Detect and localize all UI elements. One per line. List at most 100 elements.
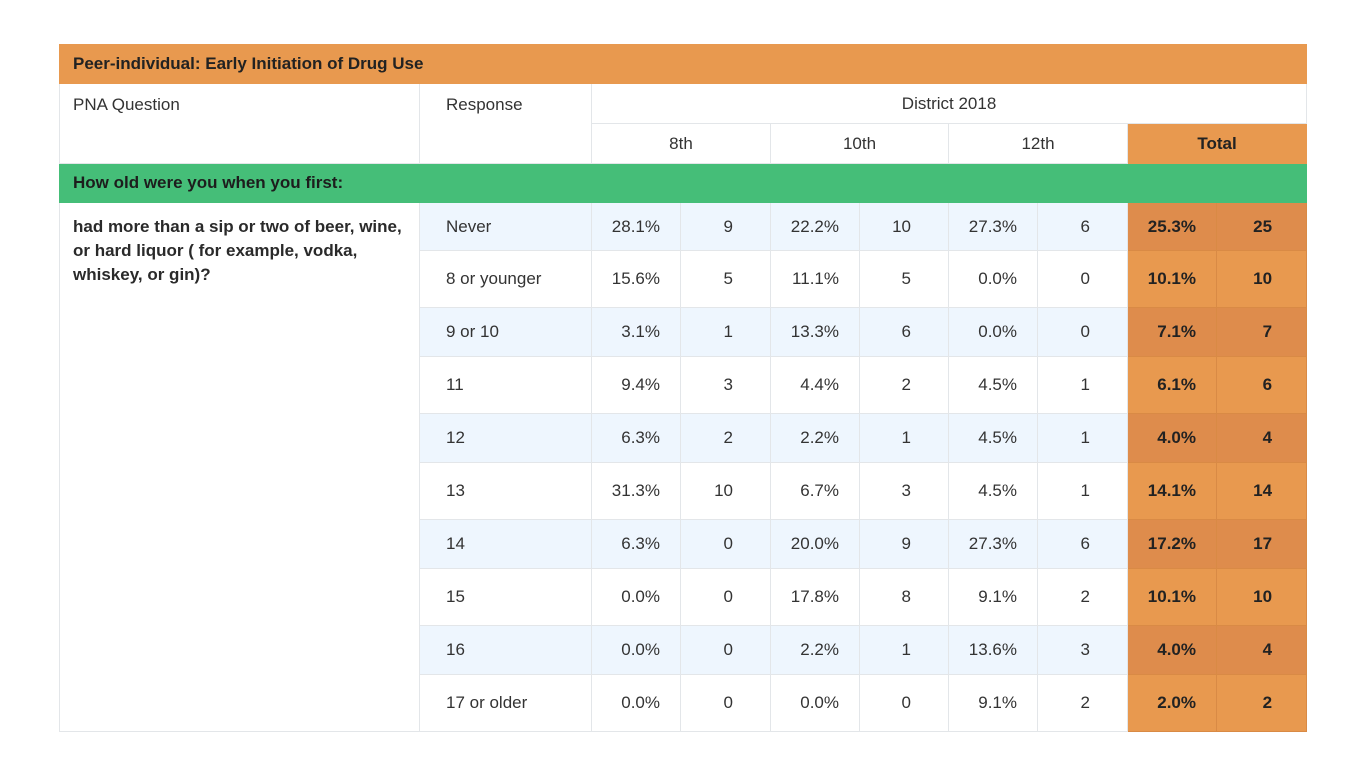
grade-10-percent: 2.2% [770, 625, 860, 675]
response-cell: 12 [419, 413, 592, 463]
pna-question-header: PNA Question [59, 83, 420, 164]
response-cell: 11 [419, 356, 592, 414]
total-count: 6 [1215, 356, 1308, 414]
grade-10-count: 8 [859, 568, 949, 626]
grade-8-percent: 3.1% [591, 307, 681, 357]
total-percent: 4.0% [1127, 413, 1217, 463]
grade-8-count: 0 [680, 519, 771, 569]
total-count: 10 [1215, 250, 1308, 308]
grade-8-percent: 31.3% [591, 462, 681, 520]
grade-8-percent: 6.3% [591, 519, 681, 569]
total-header: Total [1126, 123, 1308, 164]
grade-10-percent: 20.0% [770, 519, 860, 569]
grade-12-count: 2 [1037, 568, 1128, 626]
grade-10-percent: 13.3% [770, 307, 860, 357]
total-count: 4 [1215, 625, 1308, 675]
total-count: 25 [1215, 202, 1308, 251]
grade-8-count: 0 [680, 674, 771, 732]
grade-8-count: 3 [680, 356, 771, 414]
grade-8-count: 10 [680, 462, 771, 520]
question-text: had more than a sip or two of beer, wine… [59, 202, 420, 732]
response-cell: 14 [419, 519, 592, 569]
table-row: 14 6.3% 0 20.0% 9 27.3% 6 17.2% 17 [60, 519, 1308, 569]
grade-8-count: 0 [680, 568, 771, 626]
total-count: 10 [1215, 568, 1308, 626]
grade-8-percent: 0.0% [591, 674, 681, 732]
grade-12-count: 1 [1037, 356, 1128, 414]
total-percent: 10.1% [1127, 250, 1217, 308]
total-percent: 25.3% [1127, 202, 1217, 251]
grade-12-percent: 4.5% [948, 356, 1038, 414]
total-percent: 14.1% [1127, 462, 1217, 520]
grade-12-count: 6 [1037, 519, 1128, 569]
grade-12-percent: 4.5% [948, 462, 1038, 520]
grade-8-header: 8th [591, 123, 771, 164]
grade-12-percent: 0.0% [948, 250, 1038, 308]
grade-10-count: 9 [859, 519, 949, 569]
table-row: 11 9.4% 3 4.4% 2 4.5% 1 6.1% 6 [60, 356, 1308, 414]
grade-8-count: 2 [680, 413, 771, 463]
total-count: 2 [1215, 674, 1308, 732]
grade-8-percent: 0.0% [591, 625, 681, 675]
response-cell: 16 [419, 625, 592, 675]
total-count: 17 [1215, 519, 1308, 569]
grade-12-count: 0 [1037, 307, 1128, 357]
section-title: How old were you when you first: [58, 163, 1308, 203]
grade-8-percent: 6.3% [591, 413, 681, 463]
grade-12-percent: 13.6% [948, 625, 1038, 675]
table-row: had more than a sip or two of beer, wine… [59, 202, 1308, 732]
grade-10-percent: 6.7% [770, 462, 860, 520]
total-count: 4 [1215, 413, 1308, 463]
response-cell: 9 or 10 [419, 307, 592, 357]
grade-8-percent: 9.4% [591, 356, 681, 414]
grade-10-count: 3 [859, 462, 949, 520]
grade-12-percent: 4.5% [948, 413, 1038, 463]
response-header: Response [419, 83, 592, 164]
table-title: Peer-individual: Early Initiation of Dru… [58, 44, 1308, 84]
grade-10-percent: 4.4% [770, 356, 860, 414]
response-cell: 17 or older [419, 674, 592, 732]
grade-10-count: 1 [859, 413, 949, 463]
grade-12-count: 3 [1037, 625, 1128, 675]
grade-8-percent: 15.6% [591, 250, 681, 308]
total-percent: 17.2% [1127, 519, 1217, 569]
table-row: 17 or older 0.0% 0 0.0% 0 9.1% 2 2.0% 2 [60, 674, 1308, 732]
grade-12-percent: 0.0% [948, 307, 1038, 357]
grade-12-header: 12th [948, 123, 1128, 164]
total-percent: 10.1% [1127, 568, 1217, 626]
table-row: 16 0.0% 0 2.2% 1 13.6% 3 4.0% 4 [60, 625, 1308, 675]
grade-10-percent: 17.8% [770, 568, 860, 626]
total-percent: 4.0% [1127, 625, 1217, 675]
grade-12-percent: 27.3% [948, 202, 1038, 251]
grade-12-percent: 9.1% [948, 674, 1038, 732]
grade-12-percent: 27.3% [948, 519, 1038, 569]
table-row: 9 or 10 3.1% 1 13.3% 6 0.0% 0 7.1% 7 [60, 307, 1308, 357]
grade-12-percent: 9.1% [948, 568, 1038, 626]
grade-8-percent: 0.0% [591, 568, 681, 626]
grade-8-count: 9 [680, 202, 771, 251]
grade-12-count: 2 [1037, 674, 1128, 732]
total-count: 7 [1215, 307, 1308, 357]
grade-10-count: 5 [859, 250, 949, 308]
grade-8-count: 5 [680, 250, 771, 308]
grade-8-count: 1 [680, 307, 771, 357]
total-count: 14 [1215, 462, 1308, 520]
grade-10-percent: 11.1% [770, 250, 860, 308]
grade-10-percent: 22.2% [770, 202, 860, 251]
grade-12-count: 6 [1037, 202, 1128, 251]
response-cell: Never [419, 202, 592, 251]
response-cell: 15 [419, 568, 592, 626]
response-cell: 13 [419, 462, 592, 520]
grade-10-count: 2 [859, 356, 949, 414]
table-row: 12 6.3% 2 2.2% 1 4.5% 1 4.0% 4 [60, 413, 1308, 463]
grade-12-count: 1 [1037, 462, 1128, 520]
grade-10-header: 10th [770, 123, 949, 164]
grade-10-count: 0 [859, 674, 949, 732]
grade-8-count: 0 [680, 625, 771, 675]
data-table: Peer-individual: Early Initiation of Dru… [58, 44, 1308, 732]
grade-10-count: 1 [859, 625, 949, 675]
grade-8-percent: 28.1% [591, 202, 681, 251]
total-percent: 2.0% [1127, 674, 1217, 732]
grade-10-percent: 0.0% [770, 674, 860, 732]
total-percent: 7.1% [1127, 307, 1217, 357]
